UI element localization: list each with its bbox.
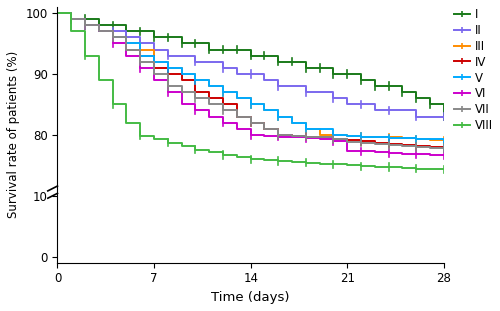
V bbox=[330, 127, 336, 131]
II bbox=[330, 91, 336, 94]
II bbox=[316, 91, 322, 94]
Line: IV: IV bbox=[58, 13, 444, 147]
V bbox=[316, 127, 322, 131]
Line: II: II bbox=[58, 13, 444, 117]
VIII bbox=[220, 153, 226, 157]
III bbox=[316, 133, 322, 137]
III bbox=[165, 60, 171, 64]
VIII bbox=[330, 162, 336, 165]
I bbox=[165, 35, 171, 39]
Line: VII: VII bbox=[58, 13, 444, 148]
V bbox=[68, 17, 74, 21]
I bbox=[316, 66, 322, 70]
VIII bbox=[54, 11, 60, 15]
VI bbox=[330, 137, 336, 141]
III bbox=[68, 17, 74, 21]
III bbox=[54, 11, 60, 15]
VI bbox=[427, 153, 433, 157]
Legend: I, II, III, IV, V, VI, VII, VIII: I, II, III, IV, V, VI, VII, VIII bbox=[454, 8, 493, 132]
IV bbox=[68, 17, 74, 21]
VI bbox=[68, 17, 74, 21]
IV bbox=[54, 11, 60, 15]
VI bbox=[316, 137, 322, 141]
VII bbox=[165, 72, 171, 76]
VI bbox=[220, 121, 226, 124]
VI bbox=[441, 153, 447, 157]
V bbox=[220, 91, 226, 94]
II bbox=[220, 66, 226, 70]
Line: V: V bbox=[58, 13, 444, 148]
I bbox=[330, 66, 336, 70]
VII bbox=[82, 17, 88, 21]
III bbox=[82, 17, 88, 21]
II bbox=[82, 17, 88, 21]
VIII bbox=[165, 137, 171, 141]
IV bbox=[330, 136, 336, 139]
VIII bbox=[82, 30, 88, 33]
Y-axis label: Survival rate of patients (%): Survival rate of patients (%) bbox=[7, 51, 20, 219]
III bbox=[441, 139, 447, 143]
VII bbox=[330, 136, 336, 139]
II bbox=[68, 17, 74, 21]
I bbox=[220, 48, 226, 51]
IV bbox=[316, 136, 322, 139]
VII bbox=[441, 146, 447, 150]
IV bbox=[82, 17, 88, 21]
V bbox=[165, 60, 171, 64]
II bbox=[441, 115, 447, 118]
VI bbox=[165, 78, 171, 82]
Line: III: III bbox=[58, 13, 444, 141]
VI bbox=[82, 17, 88, 21]
I bbox=[68, 17, 74, 21]
X-axis label: Time (days): Time (days) bbox=[212, 291, 290, 304]
I bbox=[441, 115, 447, 118]
VII bbox=[427, 146, 433, 150]
VIII bbox=[68, 30, 74, 33]
VI bbox=[54, 11, 60, 15]
III bbox=[330, 133, 336, 137]
II bbox=[54, 11, 60, 15]
IV bbox=[165, 66, 171, 70]
III bbox=[220, 91, 226, 94]
Line: I: I bbox=[58, 13, 444, 117]
IV bbox=[441, 145, 447, 149]
VIII bbox=[316, 162, 322, 165]
VII bbox=[316, 136, 322, 139]
VII bbox=[68, 17, 74, 21]
Line: VIII: VIII bbox=[58, 13, 444, 170]
II bbox=[165, 48, 171, 51]
II bbox=[414, 115, 420, 118]
I bbox=[82, 17, 88, 21]
VIII bbox=[441, 168, 447, 172]
IV bbox=[220, 103, 226, 106]
V bbox=[54, 11, 60, 15]
VII bbox=[220, 109, 226, 112]
I bbox=[54, 11, 60, 15]
V bbox=[82, 17, 88, 21]
IV bbox=[427, 145, 433, 149]
V bbox=[441, 146, 447, 150]
VII bbox=[54, 11, 60, 15]
Line: VI: VI bbox=[58, 13, 444, 155]
